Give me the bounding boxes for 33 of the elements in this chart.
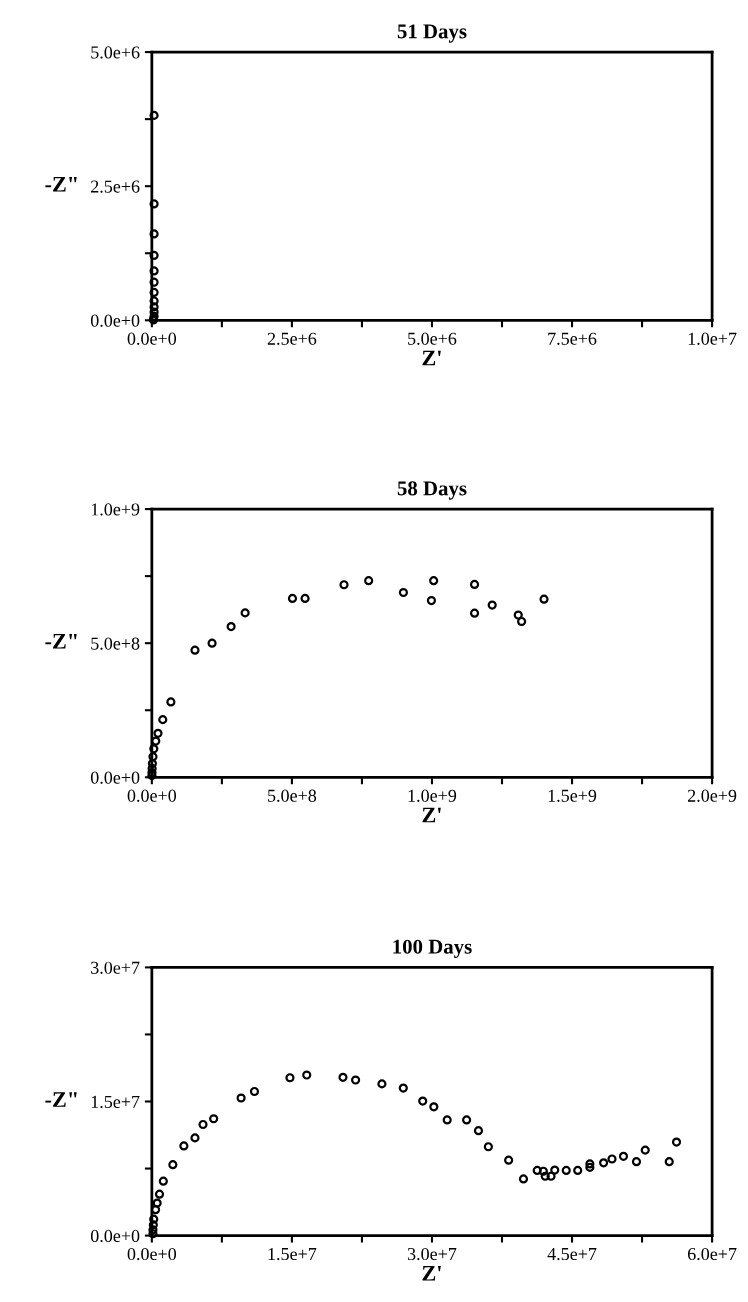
y-tick-label: 0.0e+0 xyxy=(90,1229,140,1243)
chart-title: 58 Days xyxy=(397,481,467,500)
x-axis-title: Z' xyxy=(422,1266,441,1281)
x-tick-label: 1.0e+7 xyxy=(688,332,737,345)
y-tick-label: 0.0e+0 xyxy=(90,314,140,327)
y-tick-label: 0.0e+0 xyxy=(90,771,140,784)
x-tick-label: 7.5e+6 xyxy=(548,332,597,345)
y-tick-label: 3.0e+7 xyxy=(91,961,140,974)
x-tick-label: 6.0e+7 xyxy=(687,1247,737,1261)
chart-title: 51 Days xyxy=(397,24,467,43)
x-axis-title: Z' xyxy=(422,350,441,366)
y-tick-label: 1.5e+7 xyxy=(91,1095,140,1109)
y-axis-title: -Z" xyxy=(45,176,77,192)
x-tick-label: 0.0e+0 xyxy=(127,332,177,345)
y-axis-title: -Z" xyxy=(45,1092,77,1107)
y-tick-label: 1.0e+9 xyxy=(91,503,140,516)
x-tick-label: 1.5e+9 xyxy=(548,789,597,802)
x-tick-label: 1.0e+9 xyxy=(408,789,457,802)
chart-title: 100 Days xyxy=(393,939,472,958)
x-axis-title: Z' xyxy=(422,807,441,823)
x-tick-label: 0.0e+0 xyxy=(127,789,177,802)
y-tick-label: 2.5e+6 xyxy=(91,180,140,193)
x-tick-label: 4.5e+7 xyxy=(547,1248,597,1261)
x-tick-label: 0.0e+0 xyxy=(127,1247,177,1261)
x-tick-label: 2.0e+9 xyxy=(687,789,737,802)
x-tick-label: 3.0e+7 xyxy=(407,1247,457,1261)
x-tick-label: 2.5e+6 xyxy=(267,332,317,345)
x-tick-label: 1.5e+7 xyxy=(268,1248,317,1261)
x-tick-label: 5.0e+6 xyxy=(408,332,457,345)
y-tick-label: 5.0e+6 xyxy=(91,46,140,59)
x-tick-label: 5.0e+8 xyxy=(268,789,317,802)
y-axis-title: -Z" xyxy=(45,633,77,649)
y-tick-label: 5.0e+8 xyxy=(91,637,140,650)
